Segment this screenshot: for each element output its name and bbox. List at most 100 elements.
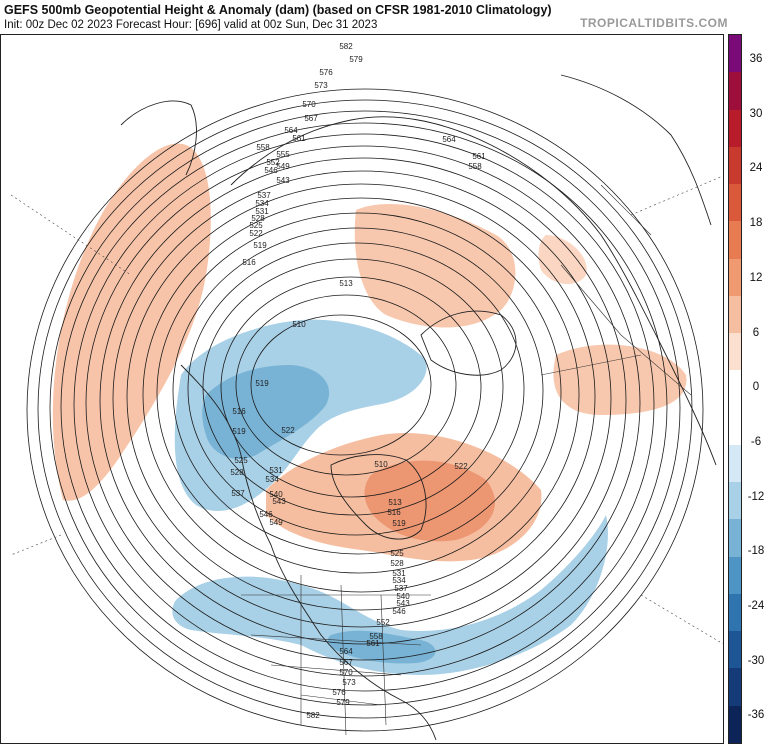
graticule xyxy=(10,175,723,645)
contour-label: 531 xyxy=(269,466,283,475)
contour-label: 534 xyxy=(255,199,269,208)
contour-label: 576 xyxy=(332,688,346,697)
alaska-coast xyxy=(120,100,197,176)
contour-label: 528 xyxy=(390,559,404,568)
contour-label: 564 xyxy=(284,126,298,135)
colorbar-segment xyxy=(729,258,741,297)
contour-label: 552 xyxy=(266,158,280,167)
contour-label: 525 xyxy=(249,221,263,230)
height-contours xyxy=(26,88,704,732)
contour-label: 558 xyxy=(256,143,270,152)
colorbar-segment xyxy=(729,593,741,632)
contour-label: 516 xyxy=(232,407,246,416)
contour-label: 531 xyxy=(255,207,269,216)
contour-label: 519 xyxy=(232,427,246,436)
colorbar-segment xyxy=(729,370,741,409)
contour-label: 579 xyxy=(336,698,350,707)
positive-anomaly-canada-core xyxy=(364,460,495,542)
colorbar-segment xyxy=(729,184,741,222)
negative-anomaly-us xyxy=(172,515,608,675)
positive-anomaly-europe xyxy=(354,204,516,328)
contour-label: 543 xyxy=(276,176,290,185)
anomaly-colorbar xyxy=(728,34,742,744)
scandinavia-coast xyxy=(420,310,517,376)
colorbar-tick-label: 12 xyxy=(749,271,763,284)
contour-label: 543 xyxy=(396,599,410,608)
contour-label: 525 xyxy=(234,456,248,465)
contour-label: 582 xyxy=(339,42,353,51)
north-america-coast xyxy=(180,364,437,741)
contour-label: 558 xyxy=(468,162,482,171)
colorbar-segment xyxy=(729,35,741,73)
contour-label: 549 xyxy=(276,162,290,171)
contour-label: 573 xyxy=(342,678,356,687)
east-asia-coast xyxy=(560,74,712,226)
colorbar-segment xyxy=(729,146,741,185)
contour-label: 561 xyxy=(292,134,306,143)
contour-label: 519 xyxy=(392,519,406,528)
positive-anomaly-pacific xyxy=(52,143,211,501)
colorbar-tick-label: -30 xyxy=(747,654,765,667)
colorbar-tick-label: 6 xyxy=(752,326,760,339)
contour-label: 555 xyxy=(276,150,290,159)
negative-anomaly-us-core xyxy=(327,630,436,664)
contour-label: 552 xyxy=(376,618,390,627)
contour-label: 549 xyxy=(269,518,283,527)
contour-label: 516 xyxy=(242,258,256,267)
contour-label: 522 xyxy=(249,229,263,238)
contour-label: 561 xyxy=(366,639,380,648)
contour-label: 531 xyxy=(392,569,406,578)
contour-label: 513 xyxy=(339,279,353,288)
colorbar-segment xyxy=(729,444,741,483)
contour-label: 510 xyxy=(374,460,388,469)
contour-label: 573 xyxy=(314,81,328,90)
colorbar-tick-label: -6 xyxy=(750,435,762,448)
contour-labels: 5825795765735705675645615585555525495465… xyxy=(230,42,486,720)
colorbar-tick-label: -24 xyxy=(747,600,765,612)
contour-label: 522 xyxy=(281,426,295,435)
contour-label: 537 xyxy=(231,489,245,498)
contour-label: 519 xyxy=(253,241,267,250)
contour-label: 510 xyxy=(292,320,306,329)
contour-label: 519 xyxy=(255,379,269,388)
forecast-info: Init: 00z Dec 02 2023 Forecast Hour: [69… xyxy=(4,19,378,31)
contour-label: 579 xyxy=(349,55,363,64)
contour-label: 561 xyxy=(472,152,486,161)
coastlines xyxy=(120,74,717,741)
colorbar-tick-label: 0 xyxy=(752,381,760,394)
colorbar-segment xyxy=(729,221,741,260)
contour-label: 540 xyxy=(396,592,410,601)
borders xyxy=(241,184,692,736)
colorbar-tick-label: -12 xyxy=(747,490,765,503)
colorbar-tick-label: 30 xyxy=(749,107,763,120)
colorbar-segment xyxy=(729,72,741,110)
contour-label: 525 xyxy=(390,549,404,558)
contour-label: 516 xyxy=(387,508,401,517)
contour-label: 567 xyxy=(339,658,353,667)
colorbar-segment xyxy=(729,519,741,558)
contour-label: 564 xyxy=(339,647,353,656)
colorbar-segment xyxy=(729,295,741,334)
colorbar-tick-label: 24 xyxy=(749,162,763,175)
contour-label: 546 xyxy=(392,607,406,616)
colorbar-segment xyxy=(729,631,741,669)
eurasia-coast xyxy=(230,116,717,466)
contour-label: 564 xyxy=(442,135,456,144)
chart-title: GEFS 500mb Geopotential Height & Anomaly… xyxy=(4,3,552,17)
contour-label: 513 xyxy=(388,498,402,507)
contour-label: 576 xyxy=(319,68,333,77)
hemisphere-map: 582 579 576 573 570 567 564 561 558 555 552 549 546 5… xyxy=(0,34,724,744)
colorbar-tick-label: -36 xyxy=(747,709,765,722)
contour-label: 570 xyxy=(339,668,353,677)
contour-label: 582 xyxy=(306,711,320,720)
greenland-coast xyxy=(330,454,427,540)
contour-label: 528 xyxy=(230,468,244,477)
contour-label: 546 xyxy=(264,166,278,175)
contour-label: 558 xyxy=(369,632,383,641)
colorbar-segment xyxy=(729,705,741,744)
contour-label: 522 xyxy=(454,462,468,471)
contour-label: 528 xyxy=(251,214,265,223)
contour-label: 543 xyxy=(272,497,286,506)
contour-label: 567 xyxy=(304,114,318,123)
site-watermark: TROPICALTIDBITS.COM xyxy=(580,16,728,30)
